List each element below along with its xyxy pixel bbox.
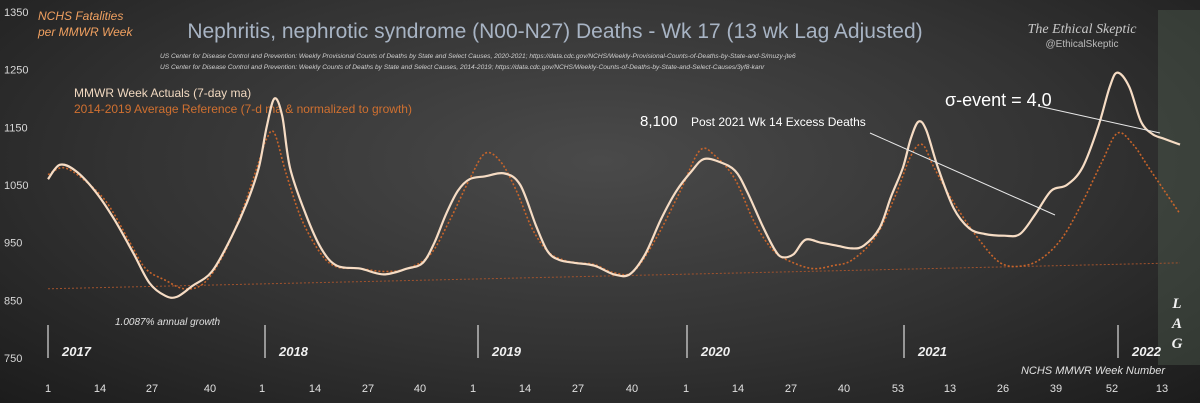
y-tick-label: 950 xyxy=(4,238,22,250)
x-tick-label: 1 xyxy=(683,383,689,395)
y-tick-label: 1250 xyxy=(4,65,28,77)
reference-series-line xyxy=(47,130,1181,290)
year-label: 2021 xyxy=(917,344,947,359)
y-tick-label: 850 xyxy=(4,295,22,307)
y-tick-label: 1350 xyxy=(4,7,28,19)
lag-letter-a: A xyxy=(1171,316,1182,332)
year-label: 2019 xyxy=(491,344,522,359)
y-tick-label: 1150 xyxy=(4,122,28,134)
lag-letter-g: G xyxy=(1172,336,1183,352)
lag-shade xyxy=(1158,10,1200,365)
trend-label: 1.0087% annual growth xyxy=(115,317,221,328)
x-tick-label: 13 xyxy=(944,383,956,395)
actual-series-line xyxy=(47,71,1181,299)
x-tick-label: 27 xyxy=(362,383,374,395)
y-axis: 750 850 950 1050 1150 1250 1350 xyxy=(4,7,28,365)
ylabel-line1: NCHS Fatalities xyxy=(38,9,123,23)
year-label: 2020 xyxy=(700,344,731,359)
x-axis-title: NCHS MMWR Week Number xyxy=(1021,365,1166,377)
sigma-pointer-line xyxy=(1037,105,1161,134)
year-label: 2018 xyxy=(278,344,309,359)
x-tick-label: 40 xyxy=(838,383,850,395)
sigma-event-label: σ-event = 4.0 xyxy=(945,90,1052,110)
x-tick-label: 1 xyxy=(470,383,476,395)
year-label: 2022 xyxy=(1131,344,1162,359)
ylabel-line2: per MMWR Week xyxy=(37,25,133,39)
lag-letter-l: L xyxy=(1171,296,1181,312)
x-tick-label: 1 xyxy=(259,383,265,395)
source-line-2: US Center for Disease Control and Preven… xyxy=(160,64,765,71)
y-tick-label: 1050 xyxy=(4,180,28,192)
x-tick-label: 14 xyxy=(94,383,106,395)
x-axis: 1 14 27 40 1 14 27 40 1 14 27 40 1 14 27 40 53 13 26 39 52 13 xyxy=(45,383,1168,395)
x-tick-label: 40 xyxy=(414,383,426,395)
excess-text: Post 2021 Wk 14 Excess Deaths xyxy=(691,115,866,129)
x-tick-label: 39 xyxy=(1050,383,1062,395)
x-tick-label: 1 xyxy=(45,383,51,395)
chart-title: Nephritis, nephrotic syndrome (N00-N27) … xyxy=(187,20,922,43)
brand-handle: @EthicalSkeptic xyxy=(1046,39,1119,50)
legend-reference: 2014-2019 Average Reference (7-d ma & no… xyxy=(74,102,412,116)
year-label: 2017 xyxy=(61,344,92,359)
x-tick-label: 27 xyxy=(146,383,158,395)
x-tick-label: 27 xyxy=(785,383,797,395)
x-tick-label: 26 xyxy=(997,383,1009,395)
excess-value: 8,100 xyxy=(640,113,678,130)
x-tick-label: 14 xyxy=(519,383,531,395)
x-tick-label: 13 xyxy=(1156,383,1168,395)
x-tick-label: 14 xyxy=(309,383,321,395)
x-tick-label: 40 xyxy=(626,383,638,395)
excess-pointer-line xyxy=(869,132,1056,216)
x-tick-label: 40 xyxy=(204,383,216,395)
x-tick-label: 52 xyxy=(1106,383,1118,395)
y-tick-label: 750 xyxy=(4,353,22,365)
x-tick-label: 53 xyxy=(892,383,904,395)
x-tick-label: 14 xyxy=(732,383,744,395)
source-line-1: US Center for Disease Control and Preven… xyxy=(160,53,796,60)
growth-trend-line xyxy=(47,262,1181,290)
brand-name: The Ethical Skeptic xyxy=(1028,22,1138,37)
x-tick-label: 27 xyxy=(572,383,584,395)
legend-actual: MMWR Week Actuals (7-day ma) xyxy=(74,86,251,100)
year-markers: 2017 2018 2019 2020 2021 2022 xyxy=(47,325,1162,359)
